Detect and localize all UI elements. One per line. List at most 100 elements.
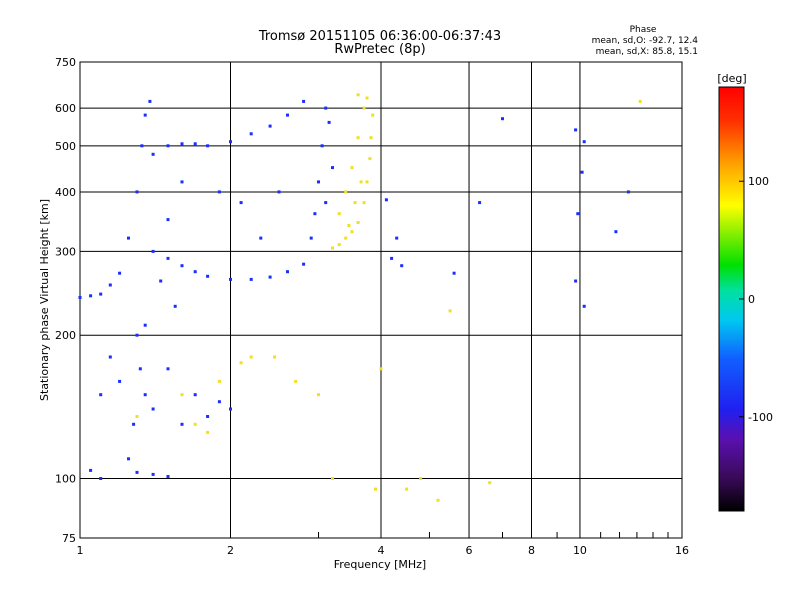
- data-point-x: [448, 309, 452, 313]
- data-point-o: [478, 201, 482, 205]
- data-point-x: [368, 157, 372, 161]
- data-point-o: [320, 144, 324, 148]
- data-point-o: [148, 99, 152, 103]
- data-point-o: [135, 190, 139, 194]
- data-point-x: [436, 498, 440, 502]
- data-point-o: [135, 470, 139, 474]
- data-point-o: [151, 249, 155, 253]
- data-point-o: [217, 400, 221, 404]
- data-point-o: [166, 475, 170, 478]
- data-point-o: [143, 393, 147, 397]
- data-point-o: [384, 198, 388, 202]
- data-point-o: [89, 294, 93, 298]
- data-point-o: [206, 274, 210, 278]
- data-point-x: [337, 212, 341, 216]
- data-point-o: [317, 180, 320, 184]
- data-point-x: [239, 361, 243, 365]
- data-point-o: [127, 236, 130, 240]
- data-point-x: [365, 96, 369, 100]
- stats-o-line: mean, sd,O: -92.7, 12.4: [592, 36, 699, 46]
- data-point-o: [574, 128, 578, 132]
- data-point-o: [229, 140, 232, 144]
- data-point-o: [193, 270, 197, 274]
- data-point-x: [331, 246, 334, 250]
- data-point-x: [294, 379, 298, 383]
- data-point-o: [78, 296, 82, 299]
- data-point-o: [159, 279, 163, 283]
- data-point-o: [193, 393, 197, 397]
- colorbar-tick-label: 0: [748, 293, 755, 306]
- data-point-o: [99, 292, 103, 296]
- data-point-o: [574, 279, 578, 283]
- data-point-o: [180, 422, 184, 426]
- data-point-x: [347, 224, 351, 227]
- data-point-o: [140, 144, 144, 148]
- x-tick-label: 6: [466, 544, 473, 557]
- data-point-o: [395, 236, 399, 240]
- data-point-o: [132, 422, 136, 426]
- data-point-o: [151, 152, 155, 156]
- data-point-o: [626, 190, 630, 194]
- colorbar: [deg] 100 0 -100: [717, 72, 773, 512]
- y-tick-label: 750: [55, 56, 76, 69]
- data-point-o: [302, 99, 306, 103]
- data-point-x: [350, 166, 354, 170]
- colorbar-label: [deg]: [717, 72, 746, 85]
- data-point-o: [331, 166, 334, 170]
- data-point-o: [313, 212, 317, 216]
- data-point-x: [365, 180, 369, 184]
- data-point-x: [371, 113, 375, 117]
- data-point-o: [327, 120, 331, 124]
- stats-title: Phase: [630, 25, 657, 35]
- y-tick-label: 600: [55, 102, 76, 115]
- data-point-o: [138, 367, 142, 371]
- data-point-o: [99, 477, 103, 480]
- data-point-o: [582, 140, 586, 144]
- data-point-o: [180, 264, 184, 268]
- data-point-x: [359, 180, 363, 184]
- data-point-o: [180, 142, 184, 146]
- data-point-o: [229, 407, 232, 411]
- data-point-o: [118, 271, 122, 275]
- data-point-x: [135, 415, 139, 418]
- data-point-o: [309, 236, 313, 240]
- data-point-o: [580, 170, 584, 174]
- data-point-o: [286, 270, 289, 274]
- x-tick-label: 8: [528, 544, 535, 557]
- y-tick-label: 75: [62, 532, 76, 545]
- data-point-o: [390, 256, 394, 260]
- colorbar-tick-label: -100: [748, 411, 773, 424]
- x-axis-label: Frequency [MHz]: [334, 558, 426, 571]
- data-point-x: [331, 477, 334, 480]
- data-point-x: [356, 221, 360, 224]
- stats-x-line: mean, sd,X: 85.8, 15.1: [596, 47, 698, 57]
- y-tick-label: 300: [55, 245, 76, 258]
- data-point-o: [151, 407, 155, 411]
- data-point-o: [143, 113, 147, 117]
- chart-title: Tromsø 20151105 06:36:00-06:37:43: [258, 29, 501, 44]
- data-point-o: [268, 124, 272, 128]
- data-point-x: [249, 355, 253, 359]
- data-point-o: [166, 144, 170, 148]
- data-point-o: [206, 415, 210, 418]
- data-point-x: [350, 230, 354, 234]
- y-tick-label: 200: [55, 329, 76, 342]
- data-point-o: [249, 132, 253, 136]
- data-point-o: [108, 355, 112, 359]
- data-point-x: [362, 201, 366, 205]
- data-point-o: [173, 304, 177, 308]
- data-point-o: [118, 379, 122, 383]
- x-tick-label: 1: [77, 544, 84, 557]
- data-point-o: [302, 262, 306, 266]
- data-point-o: [89, 468, 93, 472]
- data-point-x: [369, 136, 373, 140]
- data-point-x: [353, 201, 357, 205]
- data-point-x: [356, 136, 360, 140]
- data-point-o: [400, 264, 404, 268]
- data-point-o: [259, 236, 263, 240]
- data-point-x: [180, 393, 184, 397]
- y-tick-label: 500: [55, 140, 76, 153]
- x-tick-label: 10: [573, 544, 587, 557]
- y-tick-label: 400: [55, 186, 76, 199]
- data-point-x: [362, 106, 366, 110]
